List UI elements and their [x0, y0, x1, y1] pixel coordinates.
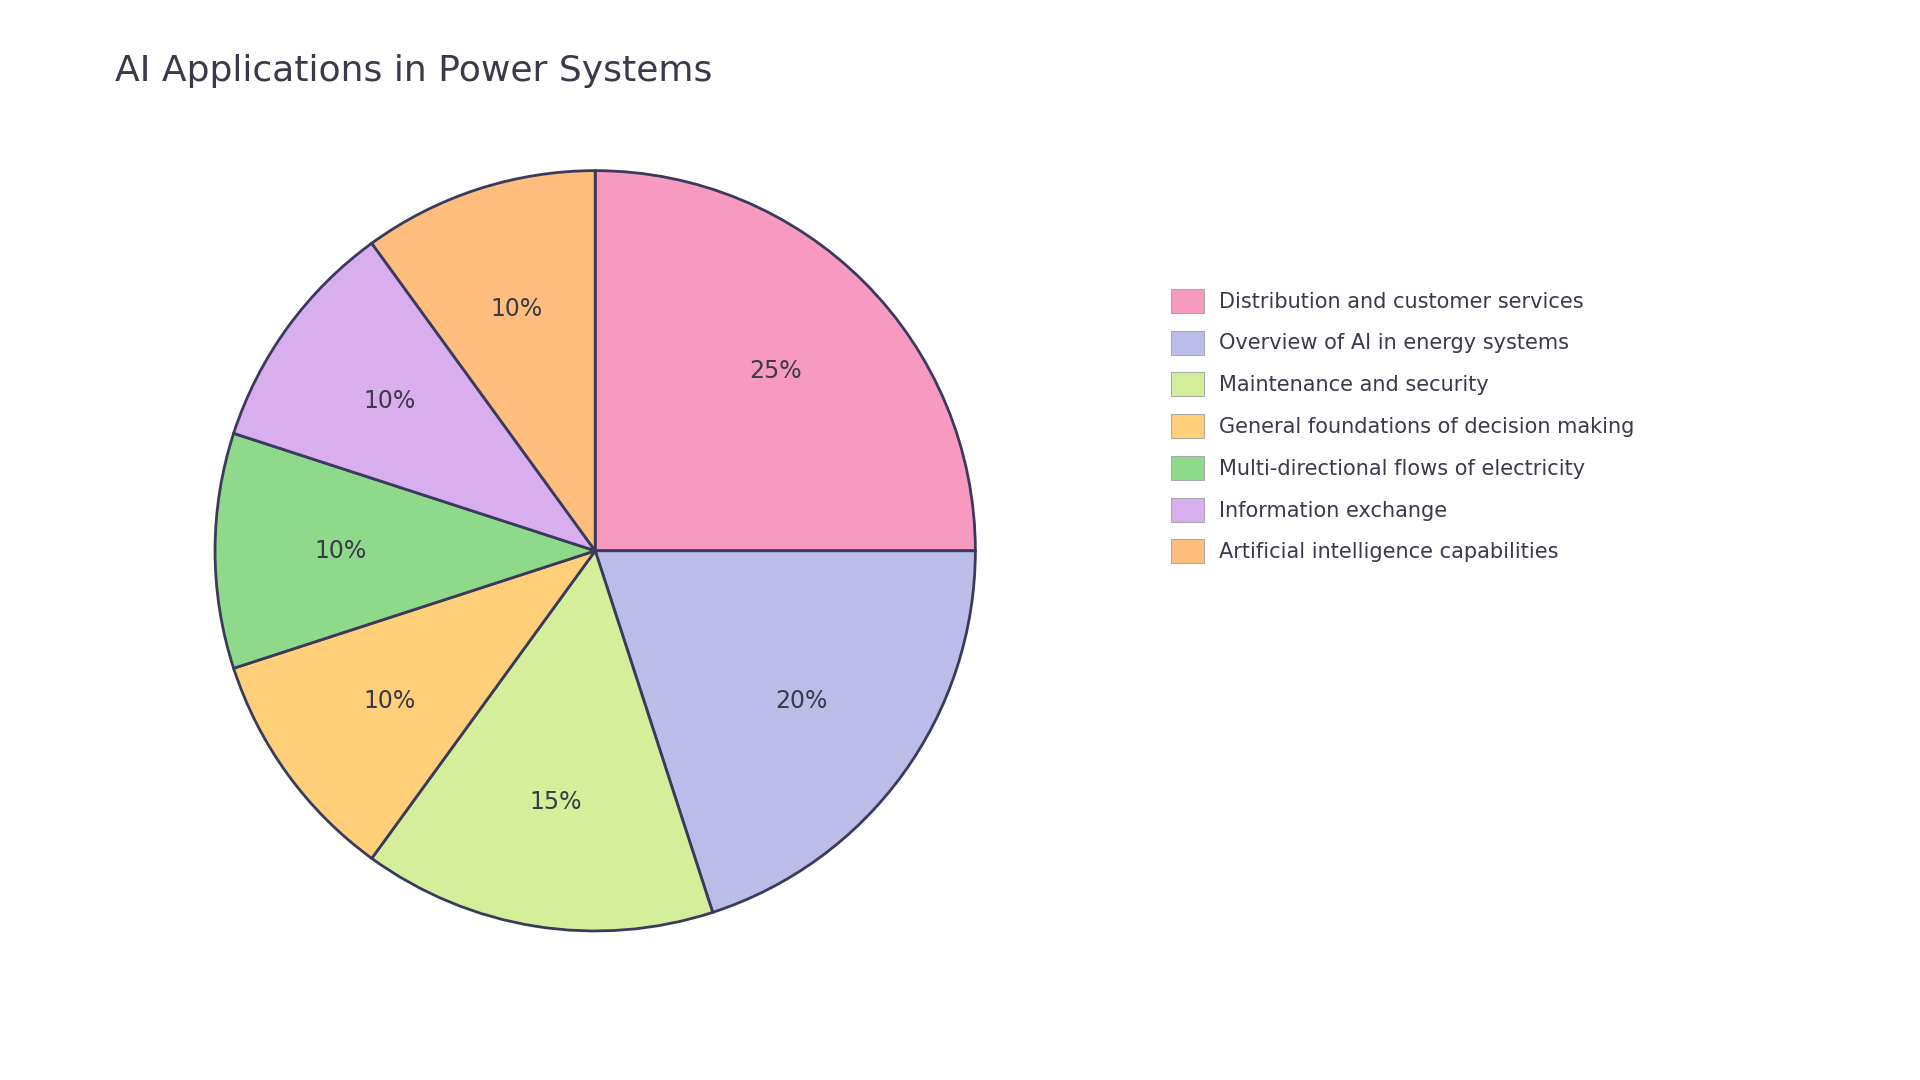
Text: 25%: 25%	[749, 359, 803, 382]
Text: 15%: 15%	[530, 791, 582, 814]
Wedge shape	[215, 433, 595, 669]
Text: 20%: 20%	[776, 689, 828, 713]
Text: 10%: 10%	[363, 689, 415, 713]
Wedge shape	[234, 551, 595, 859]
Text: AI Applications in Power Systems: AI Applications in Power Systems	[115, 54, 712, 87]
Text: 10%: 10%	[315, 539, 367, 563]
Wedge shape	[372, 551, 712, 931]
Text: 10%: 10%	[490, 297, 543, 321]
Wedge shape	[595, 171, 975, 551]
Wedge shape	[372, 171, 595, 551]
Wedge shape	[595, 551, 975, 913]
Legend: Distribution and customer services, Overview of AI in energy systems, Maintenanc: Distribution and customer services, Over…	[1162, 281, 1642, 571]
Text: 10%: 10%	[363, 389, 415, 413]
Wedge shape	[234, 243, 595, 551]
